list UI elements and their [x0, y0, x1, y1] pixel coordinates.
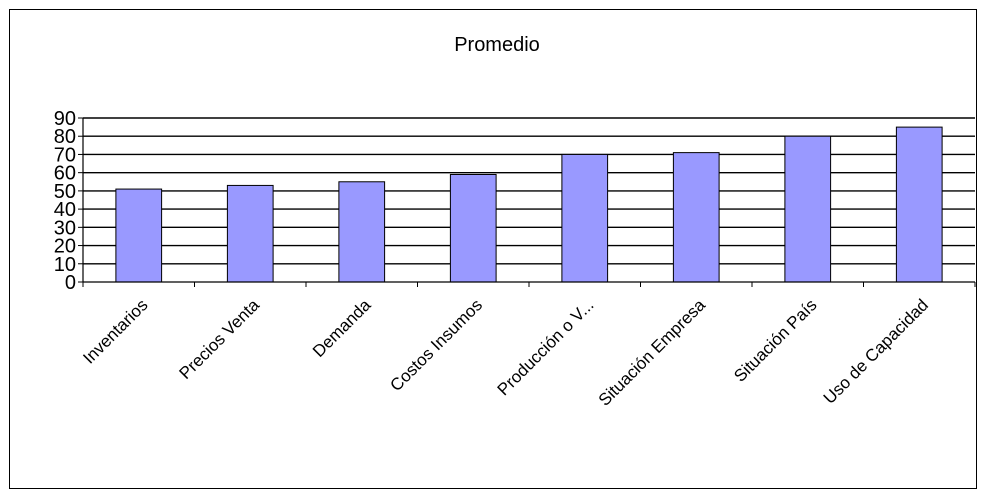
y-tick-label: 40 — [54, 199, 76, 221]
bar — [226, 184, 274, 283]
x-tick-label: Uso de Capacidad — [820, 295, 932, 407]
x-tick-labels: Inventarios Precios Venta Demanda Costos In… — [79, 295, 932, 410]
y-tick-label: 90 — [54, 108, 76, 130]
y-tick-label: 70 — [54, 144, 76, 166]
x-tick-label: Costos Insumos — [386, 295, 486, 395]
y-tick-label: 20 — [54, 236, 76, 258]
x-tick-label: Demanda — [309, 295, 375, 361]
y-tick-label: 0 — [65, 272, 76, 294]
y-tick-label: 80 — [54, 126, 76, 148]
x-tick-label: Precios Venta — [175, 295, 263, 383]
x-tick-label: Situación Empresa — [595, 295, 710, 410]
y-tick-label: 50 — [54, 181, 76, 203]
grid-lines — [83, 117, 975, 265]
bar — [895, 126, 943, 283]
x-tick-label: Situación País — [730, 295, 820, 385]
x-tick-label: Inventarios — [79, 295, 151, 367]
y-tick-label: 60 — [54, 163, 76, 185]
y-tick-label: 10 — [54, 254, 76, 276]
x-tick-label: Producción o V... — [494, 295, 598, 399]
chart-title: Promedio — [454, 34, 540, 56]
axes — [78, 117, 976, 287]
bar — [784, 135, 832, 283]
bars — [115, 126, 943, 283]
bar — [672, 152, 720, 283]
bar — [338, 181, 386, 283]
bar — [561, 153, 609, 283]
y-tick-label: 30 — [54, 217, 76, 239]
bar — [115, 188, 163, 283]
bar — [449, 173, 497, 283]
